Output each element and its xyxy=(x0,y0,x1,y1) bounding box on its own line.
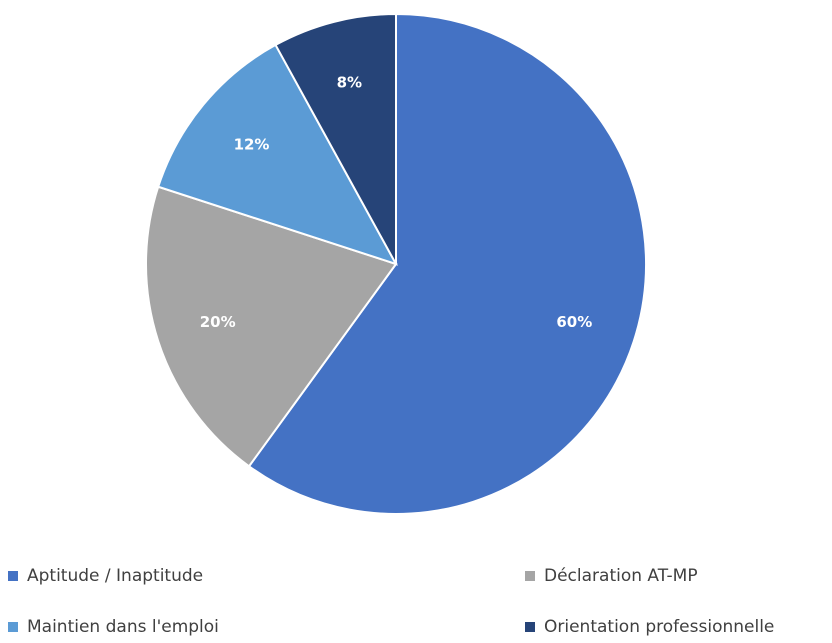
legend-item-orientation: Orientation professionnelle xyxy=(525,617,774,637)
legend-swatch-declaration xyxy=(525,571,535,581)
pie-slice-orientation xyxy=(274,12,397,265)
data-label-aptitude: 60% xyxy=(556,313,592,331)
legend-swatch-orientation xyxy=(525,622,535,632)
pie-chart-svg: 60% 20% 12% 8% xyxy=(145,12,648,515)
legend-label-orientation: Orientation professionnelle xyxy=(544,617,775,637)
legend-label-declaration: Déclaration AT-MP xyxy=(544,566,698,586)
legend-swatch-aptitude xyxy=(8,571,18,581)
data-label-maintien: 12% xyxy=(234,135,270,153)
legend-item-aptitude: Aptitude / Inaptitude xyxy=(8,566,203,586)
pie-slice-declaration xyxy=(145,185,398,468)
pie-slice-maintien xyxy=(156,43,399,266)
legend-swatch-maintien xyxy=(8,622,18,632)
legend-item-declaration: Déclaration AT-MP xyxy=(525,566,698,586)
data-label-orientation: 8% xyxy=(337,73,362,91)
legend-item-maintien: Maintien dans l'emploi xyxy=(8,617,219,637)
legend-label-maintien: Maintien dans l'emploi xyxy=(27,617,219,637)
data-label-declaration: 20% xyxy=(200,313,236,331)
chart-legend: Aptitude / Inaptitude Déclaration AT-MP … xyxy=(0,560,832,643)
legend-label-aptitude: Aptitude / Inaptitude xyxy=(27,566,204,586)
pie-slice-aptitude xyxy=(247,12,648,515)
